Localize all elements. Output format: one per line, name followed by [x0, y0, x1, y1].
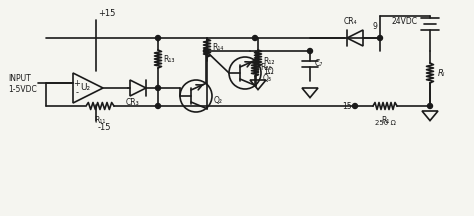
Circle shape: [203, 49, 209, 54]
Text: 15: 15: [342, 102, 352, 111]
Text: 1Ω: 1Ω: [263, 67, 273, 76]
Text: 24VDC: 24VDC: [392, 16, 418, 25]
Text: U₂: U₂: [80, 84, 90, 92]
Text: INPUT
1-5VDC: INPUT 1-5VDC: [8, 74, 37, 94]
Text: Q₂: Q₂: [214, 97, 223, 105]
Text: +: +: [73, 78, 81, 87]
Circle shape: [155, 35, 161, 41]
Text: R₁₂: R₁₂: [263, 57, 274, 65]
Circle shape: [155, 103, 161, 108]
Circle shape: [353, 103, 357, 108]
Text: Rₗ: Rₗ: [438, 68, 445, 78]
Circle shape: [253, 35, 257, 41]
Circle shape: [155, 86, 161, 91]
Text: CR₃: CR₃: [126, 98, 140, 107]
Text: R₁: R₁: [381, 116, 389, 125]
Circle shape: [308, 49, 312, 54]
Text: R₁₄: R₁₄: [212, 43, 223, 52]
Text: C₇: C₇: [315, 59, 323, 68]
Text: R₂₀: R₂₀: [260, 64, 272, 73]
Text: +15: +15: [98, 9, 115, 18]
Circle shape: [377, 35, 383, 41]
Text: -: -: [75, 89, 79, 97]
Text: Q₃: Q₃: [263, 73, 272, 83]
Text: R₁₁: R₁₁: [94, 116, 106, 125]
Text: R₁₃: R₁₃: [163, 54, 174, 64]
Text: CR₄: CR₄: [343, 17, 357, 26]
Text: 250 Ω: 250 Ω: [374, 120, 395, 126]
Text: -15: -15: [98, 123, 111, 132]
Text: 9: 9: [373, 22, 377, 31]
Circle shape: [428, 103, 432, 108]
